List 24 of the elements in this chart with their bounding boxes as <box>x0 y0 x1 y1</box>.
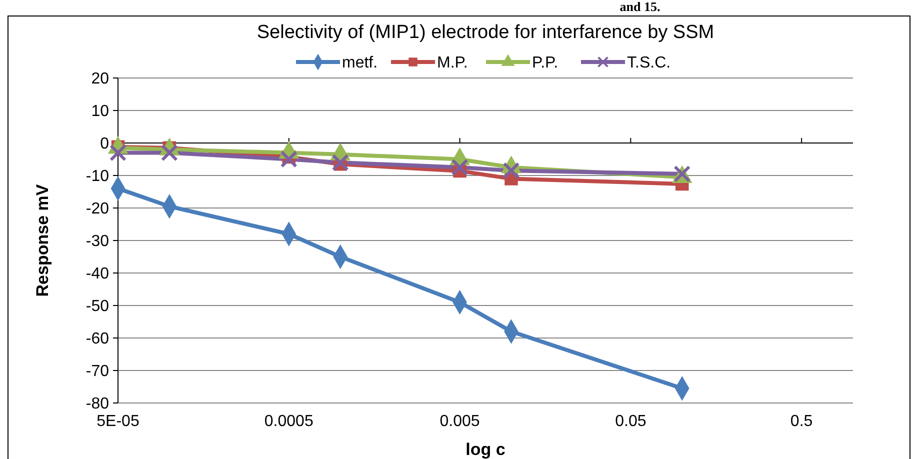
legend-label: T.S.C. <box>627 54 671 72</box>
x-tick-label: 0.005 <box>440 413 480 430</box>
legend-label: metf. <box>342 54 378 72</box>
y-tick-label: -10 <box>86 168 110 186</box>
x-tick-label: 0.05 <box>615 413 646 430</box>
y-tick-label: -40 <box>86 266 110 283</box>
chart-title: Selectivity of (MIP1) electrode for interfarence by SSM <box>256 22 714 43</box>
legend-label: P.P. <box>532 54 558 72</box>
y-tick-label: -70 <box>86 363 110 380</box>
y-tick-label: -80 <box>86 396 110 413</box>
y-tick-label: -30 <box>86 233 110 250</box>
x-axis-title: log c <box>466 440 506 459</box>
y-tick-label: -20 <box>86 200 110 218</box>
y-tick-label: -50 <box>86 298 110 316</box>
y-tick-label: 10 <box>91 103 110 120</box>
y-tick-label: -60 <box>86 330 110 348</box>
y-tick-label: 20 <box>91 70 110 88</box>
text: and 15. <box>620 0 660 14</box>
y-tick-label: 0 <box>100 136 110 153</box>
legend-label: M.P. <box>437 54 468 72</box>
x-tick-label: 0.0005 <box>264 413 314 430</box>
y-axis-title: Response mV <box>33 184 52 297</box>
x-tick-label: 0.5 <box>790 413 813 430</box>
x-tick-label: 5E-05 <box>96 413 140 430</box>
